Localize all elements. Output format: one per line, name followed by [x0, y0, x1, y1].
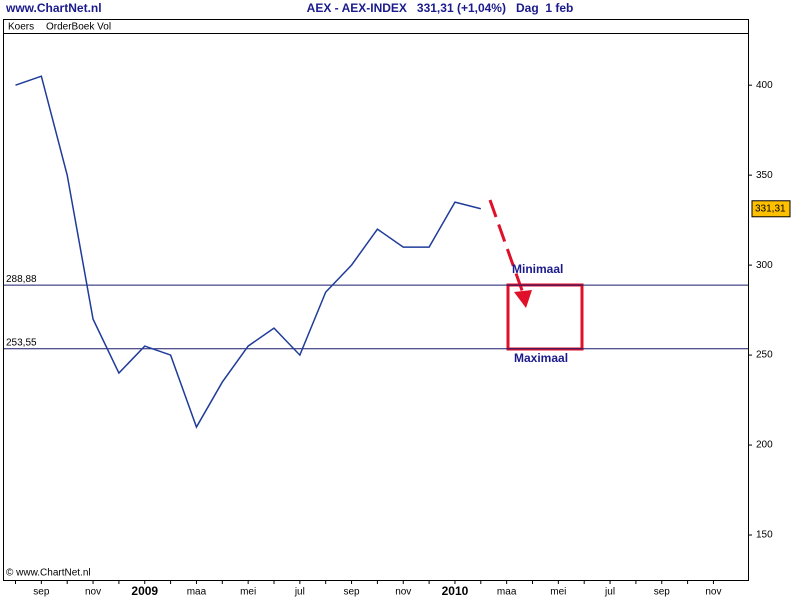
- x-tick-label: nov: [705, 587, 721, 598]
- x-tick-label: sep: [654, 587, 671, 598]
- x-tick-label: maa: [187, 587, 207, 598]
- y-tick-label: 400: [756, 80, 773, 91]
- site-name: www.ChartNet.nl: [5, 1, 102, 15]
- x-tick-label: jul: [604, 587, 615, 598]
- x-tick-label: sep: [343, 587, 360, 598]
- x-tick-label: mei: [240, 587, 256, 598]
- x-tick-label: jul: [294, 587, 305, 598]
- x-tick-label: mei: [550, 587, 566, 598]
- y-tick-label: 200: [756, 440, 773, 451]
- y-tick-label: 350: [756, 170, 773, 181]
- x-tick-label: maa: [497, 587, 517, 598]
- x-tick-label: 2009: [131, 584, 158, 598]
- footer: © www.ChartNet.nl: [6, 568, 91, 579]
- level-label: 288,88: [6, 274, 37, 285]
- price-line: [15, 75, 481, 429]
- x-tick-label: 2010: [442, 584, 469, 598]
- x-tick-label: nov: [395, 587, 411, 598]
- chart-title: AEX - AEX-INDEX 331,31 (+1,04%) Dag 1 fe…: [307, 1, 574, 15]
- x-tick-label: sep: [33, 587, 50, 598]
- level-label: 253,55: [6, 337, 37, 348]
- arrow-head: [514, 290, 532, 308]
- annotation: Maximaal: [514, 351, 568, 365]
- last-value-badge: [751, 200, 791, 218]
- panel-label: Koers: [8, 22, 34, 33]
- x-tick-label: nov: [85, 587, 101, 598]
- annotation: Minimaal: [512, 262, 563, 276]
- y-tick-label: 300: [756, 260, 773, 271]
- panel-label: OrderBoek Vol: [46, 22, 111, 33]
- plot-frame: [3, 19, 749, 581]
- y-tick-label: 250: [756, 350, 773, 361]
- y-tick-label: 150: [756, 530, 773, 541]
- last-value-label: 331,31: [755, 203, 786, 214]
- arrow: [488, 199, 526, 297]
